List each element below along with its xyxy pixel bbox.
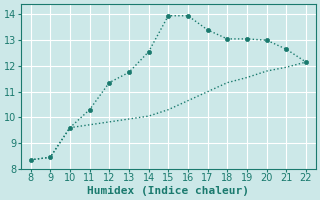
X-axis label: Humidex (Indice chaleur): Humidex (Indice chaleur)	[87, 186, 249, 196]
